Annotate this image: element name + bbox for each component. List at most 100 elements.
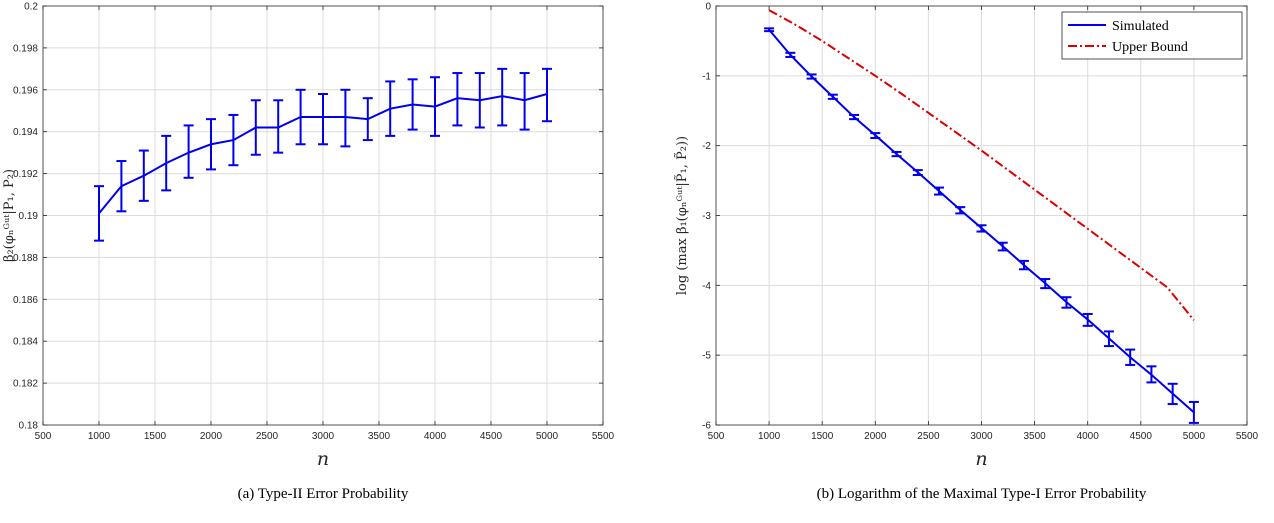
error-bar bbox=[519, 72, 530, 131]
error-bar bbox=[997, 241, 1008, 252]
plot-frame bbox=[42, 5, 604, 426]
error-bar bbox=[228, 113, 239, 167]
error-bar bbox=[116, 160, 127, 213]
x-tick-label: 2500 bbox=[256, 431, 279, 442]
error-bar bbox=[362, 97, 373, 142]
y-tick-label: 0.18 bbox=[19, 421, 39, 432]
figure-caption: (a) Type-II Error Probability bbox=[238, 486, 409, 502]
y-tick-label: -2 bbox=[702, 141, 711, 152]
x-axis-label: n bbox=[975, 448, 987, 470]
legend: Simulated Upper Bound bbox=[1061, 11, 1243, 60]
error-bar bbox=[976, 224, 987, 233]
y-tick-label: 0.188 bbox=[13, 253, 38, 264]
y-tick-label: -6 bbox=[702, 421, 711, 432]
y-tick-label: 0.198 bbox=[13, 43, 38, 54]
error-bar bbox=[385, 80, 396, 137]
error-bar bbox=[452, 72, 463, 127]
x-tick-label: 2000 bbox=[200, 431, 223, 442]
error-bar bbox=[206, 118, 216, 171]
y-tick-label: 0.194 bbox=[13, 127, 38, 138]
error-bar bbox=[183, 124, 194, 179]
series-layer bbox=[94, 67, 552, 242]
error-bar bbox=[94, 185, 104, 242]
y-tick-label: 0.182 bbox=[13, 379, 38, 390]
legend-entry-upper-bound: Upper Bound bbox=[1112, 40, 1188, 55]
x-tick-label: 4500 bbox=[480, 431, 503, 442]
y-tick-label: -4 bbox=[702, 281, 711, 292]
x-tick-label: 500 bbox=[35, 431, 52, 442]
error-bar bbox=[295, 88, 306, 146]
error-bar bbox=[764, 27, 775, 33]
error-bar bbox=[407, 78, 418, 131]
x-tick-label: 500 bbox=[708, 431, 725, 442]
error-bar bbox=[250, 99, 261, 156]
plot-frame bbox=[715, 5, 1248, 426]
error-bar bbox=[542, 67, 552, 123]
error-bar bbox=[849, 113, 860, 121]
error-bar bbox=[1018, 259, 1029, 271]
figure-caption: (b) Logarithm of the Maximal Type-I Erro… bbox=[817, 486, 1147, 502]
x-tick-label: 1000 bbox=[758, 431, 781, 442]
legend-box bbox=[1061, 11, 1243, 60]
y-tick-label: 0.19 bbox=[19, 211, 39, 222]
y-tick-label: 0.196 bbox=[13, 85, 38, 96]
x-tick-label: 1500 bbox=[144, 431, 167, 442]
x-tick-label: 3000 bbox=[970, 431, 993, 442]
x-tick-label: 1000 bbox=[88, 431, 111, 442]
x-tick-label: 5000 bbox=[1183, 431, 1206, 442]
error-bar bbox=[912, 169, 923, 176]
error-bar bbox=[1146, 365, 1157, 384]
y-tick-label: 0.184 bbox=[13, 337, 38, 348]
chart-panel-type-ii: 500 1000 1500 2000 2500 3000 3500 4000 4500 5000 5… bbox=[2, 2, 615, 503]
error-bar bbox=[1082, 312, 1093, 327]
series-layer bbox=[764, 9, 1199, 424]
y-tick-label: 0 bbox=[705, 2, 711, 13]
x-tick-label: 3000 bbox=[312, 431, 335, 442]
error-bar bbox=[340, 88, 351, 148]
error-bar bbox=[1167, 382, 1178, 406]
series-line-upper-bound bbox=[768, 9, 1195, 321]
grid-lines bbox=[42, 5, 604, 426]
error-bar bbox=[785, 51, 796, 58]
error-bar bbox=[955, 206, 966, 215]
y-axis-label: β₂(φₙᴳᵘᵗ|P₁, P₂) bbox=[2, 169, 17, 262]
error-bar bbox=[318, 92, 328, 146]
x-tick-label: 3500 bbox=[1023, 431, 1046, 442]
error-bar bbox=[430, 76, 440, 137]
error-bar bbox=[474, 72, 485, 129]
x-tick-label: 4000 bbox=[424, 431, 447, 442]
x-tick-label: 2000 bbox=[864, 431, 887, 442]
error-bar bbox=[891, 150, 902, 158]
error-bar bbox=[1040, 278, 1051, 290]
error-bar bbox=[497, 67, 508, 127]
error-bar bbox=[934, 186, 945, 196]
y-tick-label: -1 bbox=[702, 71, 711, 82]
error-bar bbox=[1061, 296, 1072, 309]
y-tick-label: 0.2 bbox=[24, 2, 38, 13]
error-bar bbox=[161, 134, 172, 192]
error-bar bbox=[1125, 348, 1136, 366]
x-tick-label: 4500 bbox=[1130, 431, 1153, 442]
y-tick-label: 0.186 bbox=[13, 295, 38, 306]
y-tick-label: -3 bbox=[702, 211, 711, 222]
x-tick-label: 2500 bbox=[917, 431, 940, 442]
error-bar bbox=[138, 149, 149, 202]
x-tick-label: 1500 bbox=[811, 431, 834, 442]
grid-lines bbox=[715, 5, 1248, 426]
x-tick-label: 3500 bbox=[368, 431, 391, 442]
error-bar bbox=[870, 132, 881, 139]
error-bar bbox=[273, 99, 284, 154]
error-bar bbox=[827, 93, 838, 100]
tick-labels: 500 1000 1500 2000 2500 3000 3500 4000 4500 5000 5… bbox=[13, 2, 615, 443]
error-bar bbox=[1103, 330, 1114, 348]
y-tick-label: -5 bbox=[702, 351, 711, 362]
x-tick-label: 4000 bbox=[1077, 431, 1100, 442]
chart-panel-type-i: 500 1000 1500 2000 2500 3000 3500 4000 4500 5000 5… bbox=[674, 2, 1259, 503]
x-tick-label: 5500 bbox=[1236, 431, 1259, 442]
x-tick-label: 5000 bbox=[536, 431, 559, 442]
tick-labels: 500 1000 1500 2000 2500 3000 3500 4000 4500 5000 5… bbox=[702, 2, 1258, 443]
error-bar bbox=[1188, 400, 1199, 424]
x-tick-label: 5500 bbox=[592, 431, 615, 442]
x-axis-label: n bbox=[317, 448, 329, 470]
